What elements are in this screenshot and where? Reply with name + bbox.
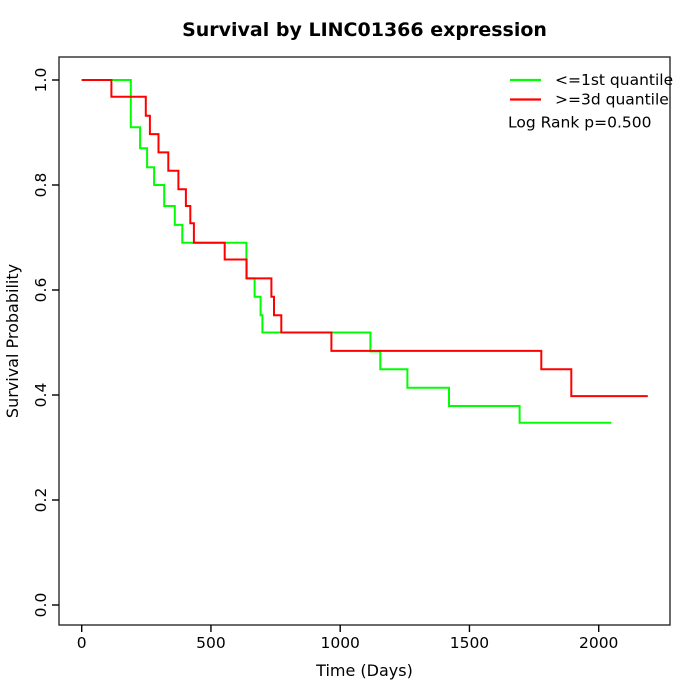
x-tick-label: 2000 xyxy=(579,634,618,652)
x-tick-label: 1500 xyxy=(450,634,489,652)
y-tick-label: 0.4 xyxy=(32,383,50,408)
logrank-pvalue: Log Rank p=0.500 xyxy=(508,114,651,132)
plot-box xyxy=(58,56,671,626)
y-tick-label: 0.8 xyxy=(32,173,50,198)
y-axis-ticks: 0.0 0.2 0.4 0.6 0.8 1.0 xyxy=(32,68,59,618)
x-tick-label: 500 xyxy=(196,634,226,652)
y-tick-label: 1.0 xyxy=(32,68,50,93)
survival-curve-third-quantile xyxy=(81,79,648,398)
x-axis-label: Time (Days) xyxy=(315,661,413,680)
legend-label-third-quantile: >=3d quantile xyxy=(555,91,669,109)
chart-title: Survival by LINC01366 expression xyxy=(182,19,547,41)
x-axis-ticks: 0 500 1000 1500 2000 xyxy=(77,625,618,652)
y-tick-label: 0.6 xyxy=(32,278,50,303)
legend-label-first-quantile: <=1st quantile xyxy=(555,71,673,89)
x-tick-label: 0 xyxy=(77,634,87,652)
y-tick-label: 0.2 xyxy=(32,488,50,513)
y-axis-label: Survival Probability xyxy=(3,264,22,418)
x-tick-label: 1000 xyxy=(320,634,359,652)
survival-curves xyxy=(81,79,648,424)
legend: <=1st quantile >=3d quantile Log Rank p=… xyxy=(508,71,673,132)
y-tick-label: 0.0 xyxy=(32,593,50,618)
